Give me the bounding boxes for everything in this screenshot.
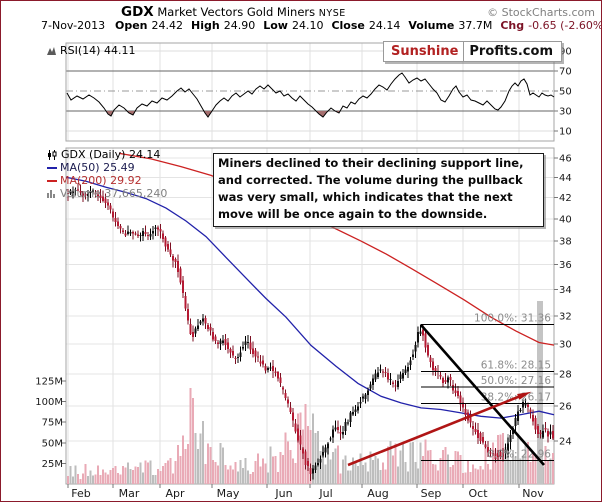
trendline-arrowhead-icon: [517, 391, 532, 400]
legend-ma50-label: MA(50) 25.49: [60, 161, 135, 174]
price-axis-label: 46: [559, 154, 572, 165]
annotation-box: Miners declined to their declining suppo…: [213, 153, 544, 227]
x-axis-month-label: Aug: [367, 487, 388, 500]
chart-header: GDX Market Vectors Gold Miners NYSE: [121, 4, 346, 20]
quote-volume: Volume 37.7M: [408, 19, 493, 32]
rsi-axis-label: 90: [559, 47, 572, 58]
price-axis-label: 40: [559, 214, 572, 225]
price-axis-label: 26: [559, 402, 572, 413]
volume-spike-bar: [537, 301, 543, 484]
ma200-line: [118, 152, 555, 346]
stockcharts-copyright: © StockCharts.com: [487, 6, 595, 19]
price-axis-label: 42: [559, 193, 572, 204]
rsi-axis-label: 70: [559, 67, 572, 78]
exchange-label: NYSE: [318, 8, 346, 19]
volume-axis-label: 75M: [42, 418, 63, 429]
rsi-axis-label: 30: [559, 107, 572, 118]
legend-symbol-row: GDX (Daily) 24.14: [47, 148, 167, 161]
legend-ma200-row: MA(200) 29.92: [47, 174, 167, 187]
logo-sunshine: Sunshine: [391, 44, 459, 59]
candlestick-icon: [48, 149, 57, 160]
x-axis-month-label: Sep: [421, 487, 442, 500]
ticker-symbol: GDX: [121, 4, 154, 20]
fib-label: 61.8%: 28.15: [481, 360, 551, 372]
rsi-panel-frame: [65, 42, 555, 142]
fib-label: 0.0%: 22.96: [487, 448, 551, 460]
x-axis-month-label: Mar: [119, 487, 140, 500]
x-axis-month-label: Feb: [71, 487, 90, 500]
ma-lines: [65, 152, 555, 419]
price-axis-label: 36: [559, 260, 572, 271]
legend-volume-label: Volume 37,665,240: [60, 187, 168, 200]
quote-low: Low 24.10: [263, 19, 324, 32]
price-axis-label: 34: [559, 285, 572, 296]
rsi-indicator-icon: [47, 46, 56, 55]
volume-axis-label: 100M: [35, 397, 63, 408]
rsi-axis-label: 50: [559, 87, 572, 98]
x-axis-month-label: Apr: [165, 487, 185, 500]
chart-date: 7-Nov-2013: [41, 19, 106, 32]
rsi-series: [66, 72, 555, 118]
legend-ma50-row: MA(50) 25.49: [47, 161, 167, 174]
price-axis-label: 32: [559, 311, 572, 322]
declining-resistance-line: [420, 324, 545, 466]
security-name: Market Vectors Gold Miners: [157, 5, 316, 19]
price-axis-label: 38: [559, 237, 572, 248]
price-axis-label: 28: [559, 370, 572, 381]
ma50-line-icon: [47, 166, 57, 169]
x-axis-month-label: May: [217, 487, 240, 500]
legend-symbol-label: GDX (Daily) 24.14: [61, 148, 161, 161]
main-chart-legend: GDX (Daily) 24.14 MA(50) 25.49 MA(200) 2…: [47, 148, 167, 200]
quote-row: Open 24.42 High 24.90 Low 24.10 Close 24.14 Volu…: [115, 19, 602, 32]
fib-label: 100.0%: 31.36: [474, 313, 551, 325]
price-axis-label: 30: [559, 339, 572, 350]
trendlines: [347, 324, 545, 467]
price-axis-label: 24: [559, 437, 572, 448]
quote-chg: Chg -0.65 (-2.60%): [500, 19, 602, 32]
axis-labels: 46 44 42 40 38 36 34 32 30 28 26 24 90 70 50 30 10 125M 10…: [35, 47, 571, 501]
x-axis-month-label: Jul: [318, 487, 332, 500]
rsi-legend: RSI(14) 44.11: [47, 44, 135, 57]
volume-bars-icon: [47, 190, 55, 198]
ma50-line: [65, 176, 555, 419]
legend-volume-row: Volume 37,665,240: [47, 187, 167, 200]
quote-high: High 24.90: [191, 19, 256, 32]
volume-axis-label: 25M: [42, 459, 63, 470]
rsi-legend-label: RSI(14) 44.11: [60, 44, 136, 57]
legend-ma200-label: MA(200) 29.92: [60, 174, 142, 187]
volume-axis-label: 50M: [42, 438, 63, 449]
logo-profits: Profits.com: [463, 42, 561, 61]
rsi-axis-label: 10: [559, 127, 572, 138]
ma200-line-icon: [47, 179, 57, 182]
candles: [67, 183, 554, 481]
gridlines: [66, 43, 554, 484]
x-axis-month-label: Nov: [522, 487, 544, 500]
quote-open: Open 24.42: [115, 19, 184, 32]
sunshine-profits-logo[interactable]: Sunshine Profits.com: [383, 41, 562, 62]
volume-axis-label: 125M: [35, 377, 63, 388]
x-axis-month-label: Jun: [274, 487, 292, 500]
x-axis-month-label: Oct: [468, 487, 488, 500]
fib-label: 50.0%: 27.16: [481, 375, 552, 387]
quote-close: Close 24.14: [331, 19, 401, 32]
rising-support-line: [347, 393, 524, 467]
price-axis-label: 44: [559, 173, 572, 184]
